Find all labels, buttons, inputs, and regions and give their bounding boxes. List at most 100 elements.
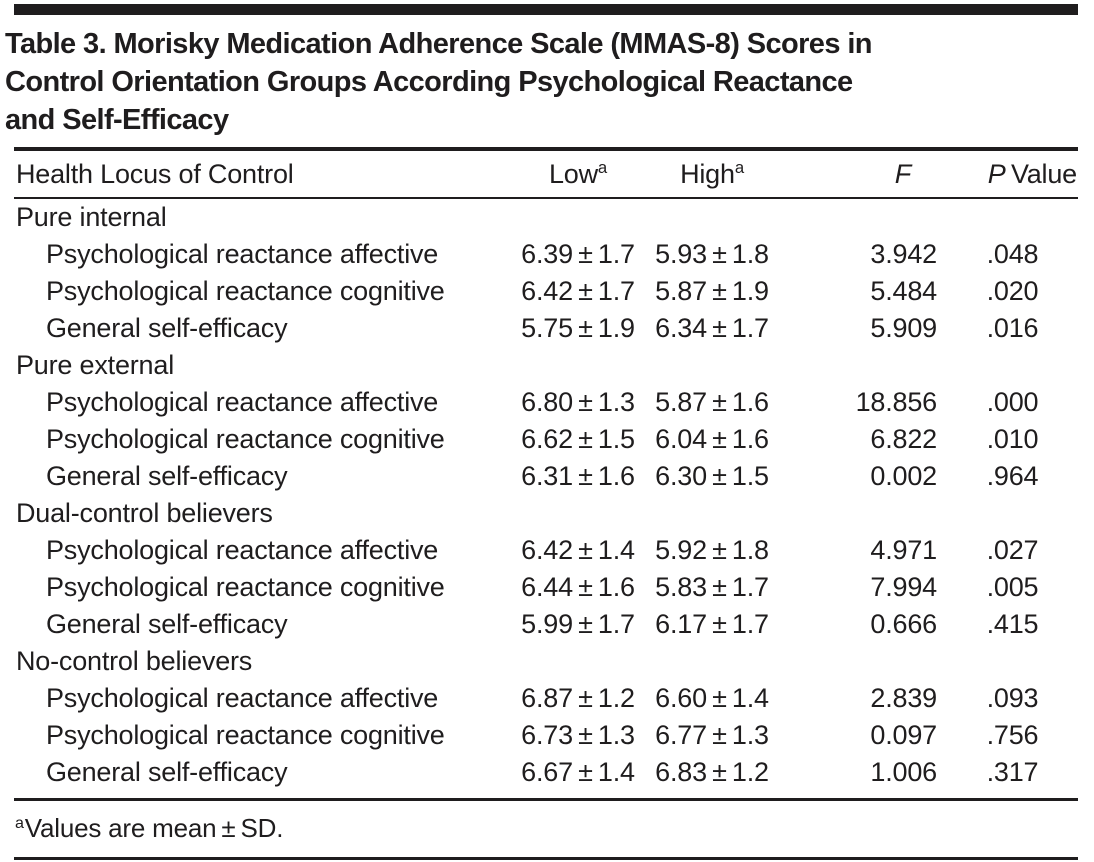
p-value-text: Value [1010,158,1077,189]
table-bottom-rule [14,857,1078,860]
section-row-pure-internal: Pure internal [14,199,1078,236]
p-value: .005 [986,572,1039,602]
p-value: .010 [986,424,1039,454]
table-title-line: Control Orientation Groups According Psy… [5,66,853,98]
col-header-f-statistic: F [782,151,947,197]
footnote-marker-a: a [597,158,608,178]
p-italic: P [987,158,1006,189]
footnote-divider-rule [14,798,1078,801]
p-value: .020 [986,276,1039,306]
section-label: No-control believers [16,646,253,676]
row-label: General self-efficacy [46,757,288,787]
footnote-marker-a: a [15,814,24,833]
low-value: 6.62 ± 1.5 [521,424,635,454]
high-value: 6.60 ± 1.4 [655,683,769,713]
f-value: 18.856 [855,387,938,417]
low-value: 6.44 ± 1.6 [521,572,635,602]
table-row: Psychological reactance cognitive 6.44 ±… [14,569,1078,606]
header-divider-row [14,197,1078,199]
row-label: Psychological reactance cognitive [46,572,445,602]
table-row: Psychological reactance cognitive 6.73 ±… [14,717,1078,754]
title-divider-rule [14,147,1078,151]
f-value: 7.994 [870,572,937,602]
table-row: General self-efficacy 5.99 ± 1.7 6.17 ± … [14,606,1078,643]
f-value: 5.909 [870,313,937,343]
table-row: Psychological reactance affective 6.80 ±… [14,384,1078,421]
table-row: Psychological reactance affective 6.39 ±… [14,236,1078,273]
col-header-p-value: P Value [947,151,1078,197]
high-value: 5.92 ± 1.8 [655,535,769,565]
table-row: Psychological reactance affective 6.42 ±… [14,532,1078,569]
col-header-high-text: High [680,158,735,189]
low-value: 6.73 ± 1.3 [521,720,635,750]
p-value: .093 [986,683,1039,713]
high-value: 6.83 ± 1.2 [655,757,769,787]
high-value: 6.17 ± 1.7 [655,609,769,639]
table-row: General self-efficacy 5.75 ± 1.9 6.34 ± … [14,310,1078,347]
table-header: Health Locus of Control Lowa Higha F P Va… [14,151,1078,197]
row-label: General self-efficacy [46,609,288,639]
row-label: Psychological reactance affective [46,535,439,565]
table-body: Pure internal Psychological reactance af… [14,197,1078,791]
f-value: 2.839 [870,683,937,713]
col-header-high: Higha [642,151,782,197]
section-row-dual-control-believers: Dual-control believers [14,495,1078,532]
header-row: Health Locus of Control Lowa Higha F P Va… [14,151,1078,197]
f-value: 4.971 [870,535,937,565]
high-value: 5.87 ± 1.6 [655,387,769,417]
table-row: Psychological reactance cognitive 6.62 ±… [14,421,1078,458]
row-label: General self-efficacy [46,461,288,491]
p-value: .000 [986,387,1039,417]
row-label: Psychological reactance affective [46,239,439,269]
section-label: Dual-control believers [16,498,273,528]
footnote-text: Values are mean ± SD. [24,813,284,843]
high-value: 6.34 ± 1.7 [655,313,769,343]
p-value: .756 [986,720,1039,750]
p-value: .027 [986,535,1039,565]
row-label: Psychological reactance affective [46,683,439,713]
f-value: 0.666 [870,609,937,639]
high-value: 5.93 ± 1.8 [655,239,769,269]
footnote-marker-a: a [734,158,744,178]
table-title-line: Table 3. Morisky Medication Adherence Sc… [5,28,872,60]
row-label: Psychological reactance cognitive [46,720,445,750]
low-value: 6.42 ± 1.4 [521,535,635,565]
section-label: Pure internal [16,202,167,232]
table-row: General self-efficacy 6.67 ± 1.4 6.83 ± … [14,754,1078,791]
low-value: 5.99 ± 1.7 [521,609,635,639]
p-value: .964 [986,461,1039,491]
f-value: 0.097 [870,720,937,750]
high-value: 6.04 ± 1.6 [655,424,769,454]
row-label: Psychological reactance affective [46,387,439,417]
col-header-low: Lowa [514,151,642,197]
high-value: 5.87 ± 1.9 [655,276,769,306]
table-title-line: and Self-Efficacy [5,104,229,136]
table-row: Psychological reactance affective 6.87 ±… [14,680,1078,717]
section-row-no-control-believers: No-control believers [14,643,1078,680]
low-value: 6.31 ± 1.6 [521,461,635,491]
low-value: 6.87 ± 1.2 [521,683,635,713]
low-value: 5.75 ± 1.9 [521,313,635,343]
f-value: 0.002 [870,461,937,491]
low-value: 6.39 ± 1.7 [521,239,635,269]
p-value: .415 [986,609,1039,639]
table-top-rule [14,4,1078,15]
low-value: 6.67 ± 1.4 [521,757,635,787]
col-header-low-text: Low [548,158,598,189]
high-value: 6.77 ± 1.3 [655,720,769,750]
table-footnote: aValues are mean ± SD. [14,801,1078,857]
low-value: 6.42 ± 1.7 [521,276,635,306]
row-label: Psychological reactance cognitive [46,424,445,454]
row-label: Psychological reactance cognitive [46,276,445,306]
p-value: .048 [986,239,1039,269]
header-divider-rule [14,197,1078,199]
col-header-health-locus-of-control: Health Locus of Control [16,158,294,189]
f-value: 5.484 [870,276,937,306]
row-label: General self-efficacy [46,313,288,343]
high-value: 5.83 ± 1.7 [655,572,769,602]
table-row: Psychological reactance cognitive 6.42 ±… [14,273,1078,310]
table-title: Table 3. Morisky Medication Adherence Sc… [5,25,1078,139]
mmas8-scores-table: Health Locus of Control Lowa Higha F P Va… [14,151,1078,791]
f-value: 3.942 [870,239,937,269]
